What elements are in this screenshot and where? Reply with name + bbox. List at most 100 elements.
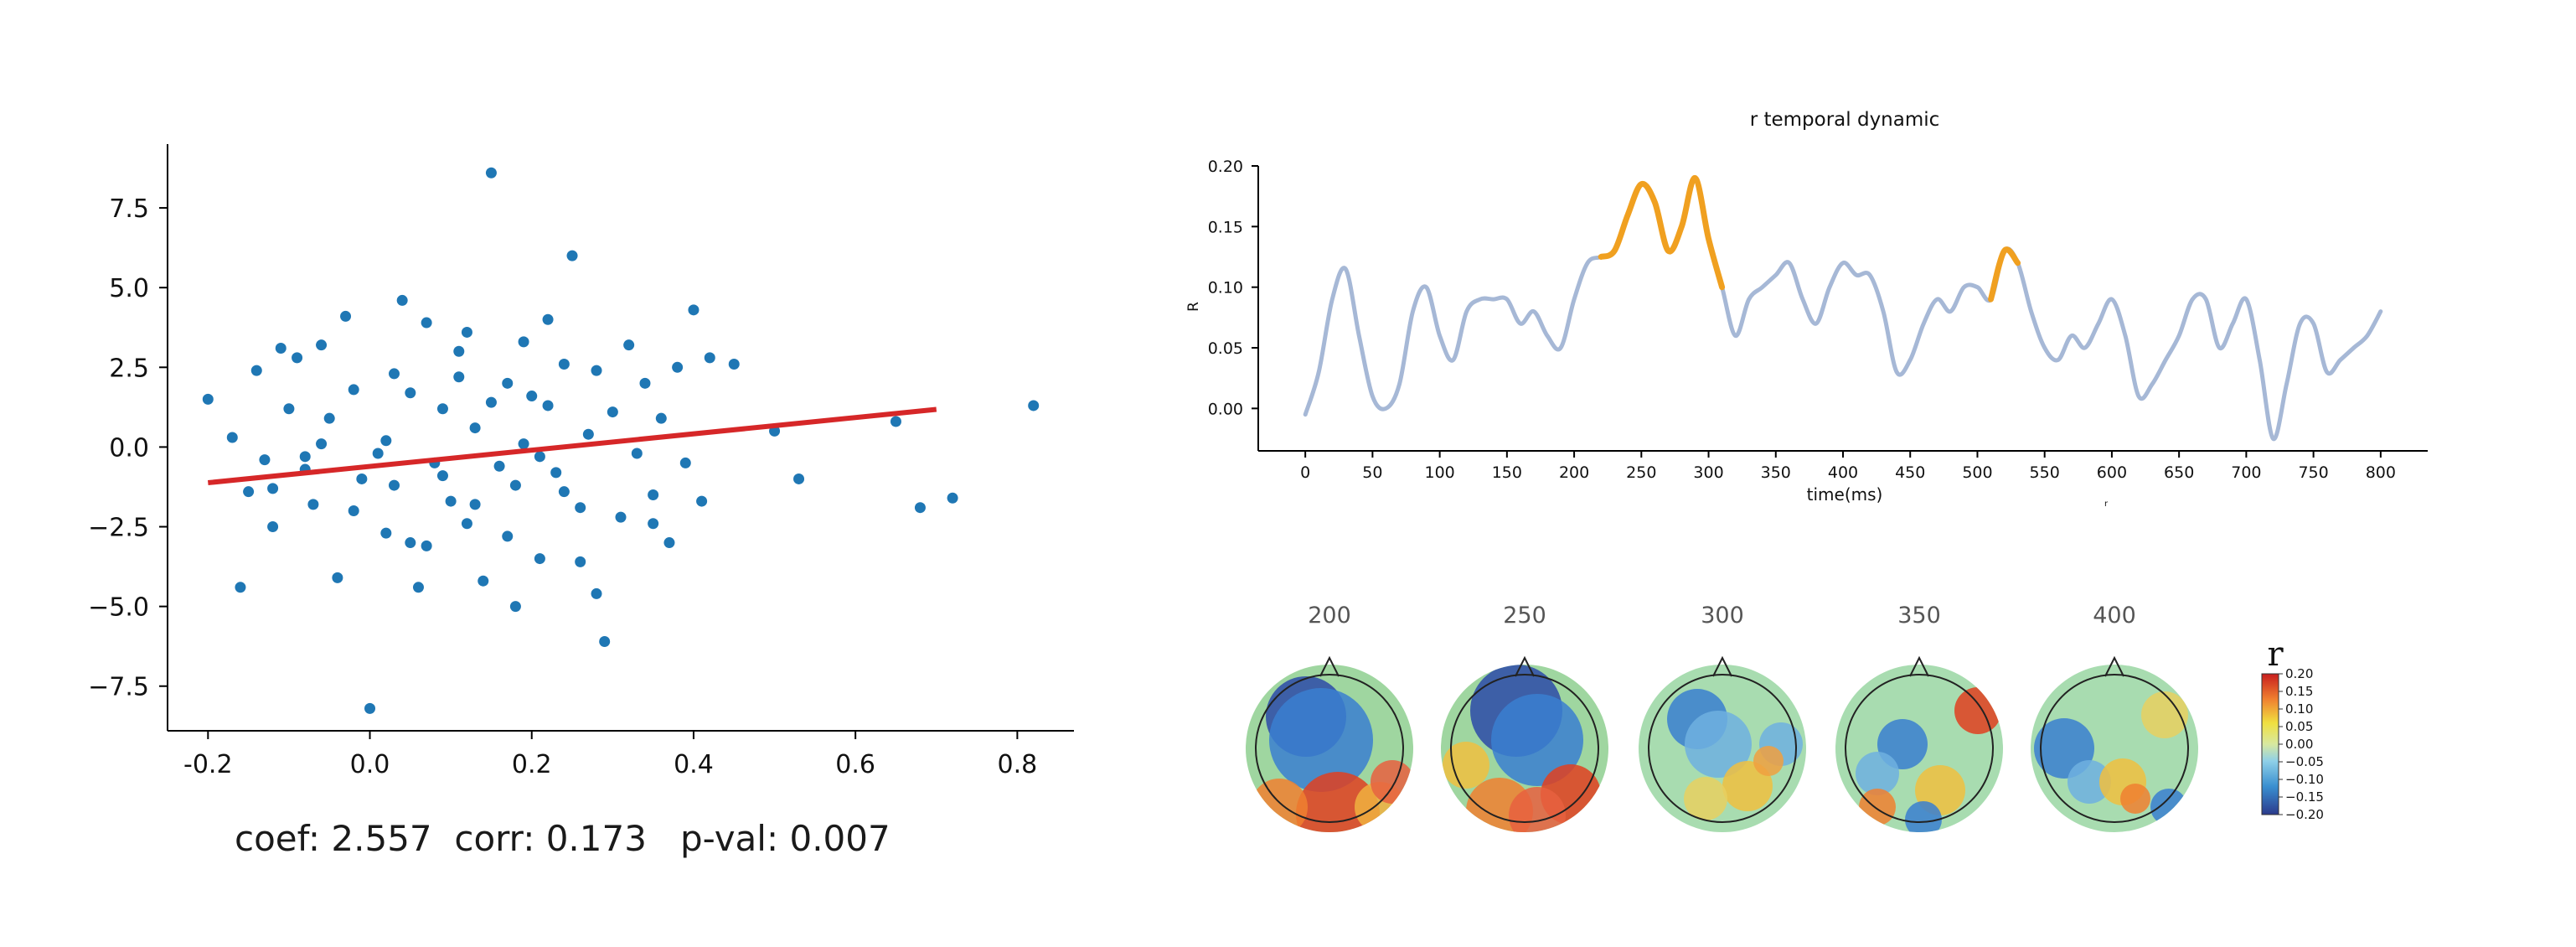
colorbar-tick-label: 0.05 — [2285, 719, 2313, 734]
scatter-point — [405, 537, 416, 549]
line-chart-x-tick-label: 650 — [2164, 463, 2194, 482]
topomap-fill — [2031, 665, 2198, 832]
colorbar-tick-label: 0.00 — [2285, 737, 2313, 752]
scatter-point — [267, 483, 279, 494]
line-chart-x-tick-label: 150 — [1492, 463, 1522, 482]
scatter-point — [267, 521, 279, 533]
scatter-x-tick-label: 0.8 — [998, 750, 1038, 779]
nose-icon — [1319, 655, 1340, 677]
colorbar-tick-label: 0.15 — [2285, 684, 2313, 699]
scatter-point — [445, 495, 457, 507]
nose-icon — [1515, 655, 1535, 677]
scatter-point — [623, 339, 635, 351]
scatter-point — [582, 428, 594, 440]
scatter-point — [591, 587, 602, 599]
topomap-350: 350 — [1835, 603, 2003, 832]
scatter-point — [534, 553, 545, 565]
scatter-point — [648, 489, 659, 500]
scatter-y-tick-label: 7.5 — [109, 194, 149, 224]
topomap-blob — [1269, 688, 1373, 792]
line-chart-x-tick-label: 0 — [1300, 463, 1310, 482]
colorbar-title: r — [2267, 635, 2284, 674]
line-chart-x-tick-label: 500 — [1962, 463, 1992, 482]
scatter-point — [421, 540, 432, 551]
scatter-point — [292, 352, 303, 364]
colorbar-tick-label: −0.20 — [2285, 807, 2324, 822]
scatter-point — [663, 537, 675, 549]
scatter-point — [509, 601, 521, 613]
scatter-point — [421, 317, 432, 329]
scatter-point — [679, 457, 691, 468]
scatter-point — [461, 518, 472, 530]
scatter-point — [453, 345, 465, 357]
scatter-point — [591, 365, 602, 376]
scatter-point — [890, 416, 901, 427]
scatter-point — [332, 572, 343, 583]
scatter-point — [947, 492, 958, 504]
scatter-point — [316, 438, 328, 450]
scatter-point — [542, 400, 554, 411]
scatter-point — [688, 304, 699, 316]
regression-stats: coef: 2.557 corr: 0.173 p-val: 0.007 — [235, 818, 891, 859]
colorbar: r 0.20 0.15 0.10 0.05 0.00 −0.05 −0.10 −0.15 −0.… — [2261, 635, 2324, 822]
r-line — [1303, 175, 2383, 442]
topomap-blob — [1684, 777, 1727, 820]
scatter-point — [575, 556, 586, 567]
colorbar-tick-label: −0.05 — [2285, 754, 2324, 769]
scatter-point — [316, 339, 328, 351]
colorbar-tick-label: 0.10 — [2285, 701, 2313, 717]
scatter-y-tick-label: 0.0 — [109, 433, 149, 463]
topomap-blob — [1753, 746, 1784, 776]
scatter-y-tick-label: −2.5 — [88, 514, 149, 543]
scatter-point — [226, 432, 238, 443]
stat-coef: coef: 2.557 — [235, 818, 432, 859]
line-chart-x-tick-label: 550 — [2030, 463, 2060, 482]
scatter-point — [655, 412, 667, 424]
scatter-point — [542, 313, 554, 325]
topomap-fill — [1639, 665, 1806, 832]
scatter-point — [389, 479, 400, 491]
stat-corr: corr: 0.173 — [454, 818, 647, 859]
topomap-blob — [1954, 687, 2001, 734]
scatter-point — [518, 438, 529, 450]
scatter-point — [631, 448, 643, 459]
line-chart-x-tick-label: 350 — [1761, 463, 1791, 482]
scatter-point — [485, 396, 497, 408]
scatter-point — [502, 377, 514, 389]
nose-icon — [1712, 655, 1732, 677]
scatter-point — [323, 412, 335, 424]
head-outline — [1845, 674, 1994, 823]
line-chart-x-tick-label: 100 — [1424, 463, 1454, 482]
scatter-point — [243, 486, 255, 498]
topomap-blob — [2068, 760, 2111, 804]
scatter-point — [793, 473, 805, 484]
topomap-label: 350 — [1897, 603, 1941, 629]
colorbar-tick-label: −0.15 — [2285, 789, 2324, 805]
scatter-x-tick-label: 0.4 — [674, 750, 714, 779]
line-chart-sublabel: r — [2104, 499, 2109, 509]
significant-segment — [1598, 174, 1726, 291]
scatter-point — [526, 391, 538, 402]
scatter-y-tick-label: −7.5 — [88, 673, 149, 702]
head-outline — [1450, 674, 1599, 823]
significant-segment — [1988, 246, 2021, 303]
scatter-point — [469, 499, 481, 510]
scatter-point — [696, 495, 708, 507]
scatter-point — [259, 454, 271, 466]
scatter-point — [566, 250, 578, 261]
topomap-fill — [1246, 665, 1413, 832]
scatter-point — [704, 352, 715, 364]
scatter-point — [728, 359, 740, 370]
line-chart-x-tick-label: 250 — [1626, 463, 1656, 482]
regression-line — [208, 406, 937, 486]
topomap-300: 300 — [1639, 603, 1806, 832]
scatter-point — [607, 406, 618, 418]
line-chart-x-ticks: 0 50 100 150 200 250 300 350 400 450 500 550 600 650 7… — [1300, 451, 2396, 482]
line-chart-y-tick-label: 0.05 — [1208, 339, 1243, 358]
scatter-point — [558, 486, 570, 498]
line-chart-x-tick-label: 400 — [1828, 463, 1858, 482]
colorbar-tick-label: −0.10 — [2285, 772, 2324, 787]
temporal-dynamic-panel: r temporal dynamic R time(ms) r 0.00 0.05… — [1185, 109, 2428, 509]
scatter-point — [509, 479, 521, 491]
line-chart-x-tick-label: 800 — [2366, 463, 2396, 482]
